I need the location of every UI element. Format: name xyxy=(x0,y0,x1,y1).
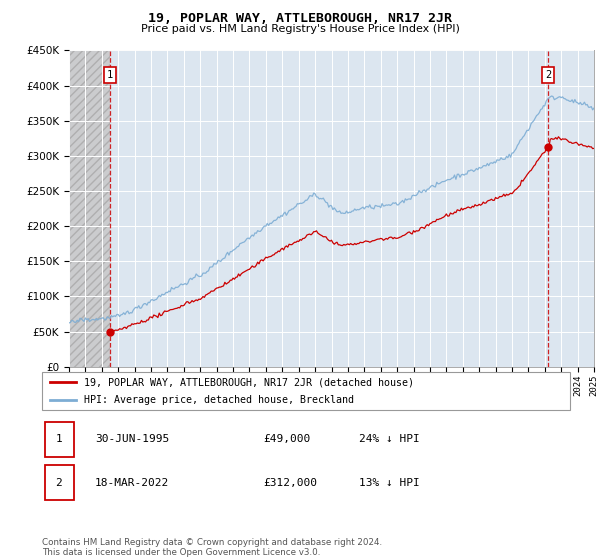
Text: 19, POPLAR WAY, ATTLEBOROUGH, NR17 2JR (detached house): 19, POPLAR WAY, ATTLEBOROUGH, NR17 2JR (… xyxy=(84,377,414,387)
FancyBboxPatch shape xyxy=(42,372,570,410)
Text: 13% ↓ HPI: 13% ↓ HPI xyxy=(359,478,419,488)
Text: £312,000: £312,000 xyxy=(264,478,318,488)
Text: 2: 2 xyxy=(545,70,551,80)
Bar xyxy=(69,50,110,367)
FancyBboxPatch shape xyxy=(44,465,74,501)
Text: Price paid vs. HM Land Registry's House Price Index (HPI): Price paid vs. HM Land Registry's House … xyxy=(140,24,460,34)
Text: 19, POPLAR WAY, ATTLEBOROUGH, NR17 2JR: 19, POPLAR WAY, ATTLEBOROUGH, NR17 2JR xyxy=(148,12,452,25)
Text: 2: 2 xyxy=(56,478,62,488)
Text: HPI: Average price, detached house, Breckland: HPI: Average price, detached house, Brec… xyxy=(84,395,354,405)
Text: £49,000: £49,000 xyxy=(264,435,311,445)
Text: 18-MAR-2022: 18-MAR-2022 xyxy=(95,478,169,488)
Text: 1: 1 xyxy=(107,70,113,80)
Text: 1: 1 xyxy=(56,435,62,445)
Text: Contains HM Land Registry data © Crown copyright and database right 2024.
This d: Contains HM Land Registry data © Crown c… xyxy=(42,538,382,557)
FancyBboxPatch shape xyxy=(44,422,74,457)
Text: 30-JUN-1995: 30-JUN-1995 xyxy=(95,435,169,445)
Text: 24% ↓ HPI: 24% ↓ HPI xyxy=(359,435,419,445)
